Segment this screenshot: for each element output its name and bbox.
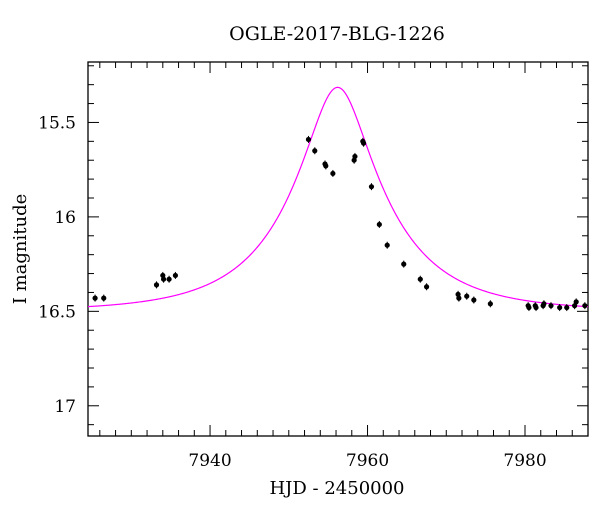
data-point	[464, 292, 470, 300]
data-point	[305, 135, 312, 143]
y-axis-label: I magnitude	[10, 194, 31, 305]
data-point	[417, 275, 423, 283]
data-point	[166, 275, 172, 283]
tick-labels: 7940 7960 7980 15.5 16 16.5 17	[38, 113, 547, 471]
x-axis-label: HJD - 2450000	[269, 478, 404, 499]
data-point	[312, 147, 318, 155]
data-point	[352, 152, 358, 160]
data-point	[582, 302, 588, 310]
data-point	[323, 162, 329, 170]
y-tick-label: 15.5	[38, 113, 76, 133]
data-point	[487, 300, 493, 308]
data-point	[456, 294, 462, 302]
plot-frame	[87, 61, 589, 437]
data-point	[573, 298, 579, 306]
data-point	[564, 304, 570, 312]
data-point	[384, 241, 390, 249]
data-point	[172, 271, 179, 279]
data-point	[526, 304, 532, 312]
data-point	[557, 304, 563, 312]
data-point	[160, 275, 167, 283]
y-tick-label: 16	[54, 208, 76, 228]
chart-title: OGLE-2017-BLG-1226	[229, 23, 445, 45]
data-point	[541, 300, 547, 308]
data-point	[360, 139, 367, 147]
x-tick-label: 7940	[188, 451, 231, 471]
data-point	[471, 296, 477, 304]
data-point	[101, 294, 107, 302]
data-point	[401, 260, 407, 268]
x-tick-label: 7960	[346, 451, 389, 471]
x-tick-label: 7980	[503, 451, 546, 471]
data-point	[368, 183, 375, 191]
data-point	[533, 304, 539, 312]
data-point	[423, 283, 430, 291]
model-curve-group	[87, 86, 589, 308]
data-point	[376, 220, 382, 228]
y-tick-label: 16.5	[38, 302, 76, 322]
axis-ticks	[88, 62, 589, 436]
data-points-group	[92, 135, 588, 312]
data-point	[330, 169, 336, 177]
data-point	[153, 281, 160, 289]
y-tick-label: 17	[54, 397, 76, 417]
model-curve	[87, 86, 589, 308]
data-point	[548, 302, 554, 310]
data-point	[92, 294, 98, 302]
